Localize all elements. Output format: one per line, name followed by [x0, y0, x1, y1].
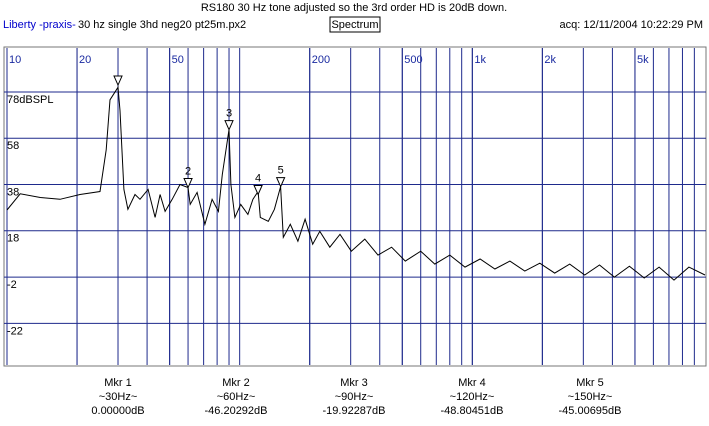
marker-level: -46.20292dB [205, 405, 268, 417]
marker-name: Mkr 4 [458, 377, 486, 389]
marker-tag: 3 [226, 108, 232, 120]
acquired: acq: 12/11/2004 10:22:29 PM [559, 19, 703, 31]
mode-button[interactable] [329, 16, 381, 33]
marker-tag: 5 [278, 165, 284, 177]
y-tick-label: -22 [7, 325, 23, 337]
spectrum-trace [6, 85, 706, 281]
marker-level: -48.80451dB [441, 405, 504, 417]
marker-triangle [253, 184, 263, 196]
x-tick-label: 200 [312, 54, 330, 66]
marker-name: Mkr 1 [104, 377, 132, 389]
marker-name: Mkr 3 [340, 377, 368, 389]
y-tick-label: 38 [7, 186, 19, 198]
x-tick-label: 20 [79, 54, 91, 66]
marker-triangle [113, 75, 123, 87]
marker-frequency: ~90Hz~ [335, 391, 374, 403]
marker-level: -45.00695dB [559, 405, 622, 417]
plot-frame [3, 46, 707, 367]
mode-label[interactable]: Spectrum [331, 19, 378, 31]
y-tick-label: 58 [7, 140, 19, 152]
y-tick-label: -2 [7, 279, 17, 291]
marker-frequency: ~150Hz~ [568, 391, 613, 403]
marker-tag: 4 [255, 172, 261, 184]
x-tick-label: 2k [544, 54, 556, 66]
x-tick-label: 10 [9, 54, 21, 66]
marker-tag: 2 [185, 165, 191, 177]
marker-triangle [275, 177, 286, 188]
marker-name: Mkr 2 [222, 377, 250, 389]
marker-triangle [224, 120, 234, 131]
y-tick-label: 78dBSPL [7, 94, 53, 106]
marker-frequency: ~60Hz~ [217, 391, 256, 403]
x-tick-label: 1k [474, 54, 486, 66]
x-tick-label: 5k [637, 54, 649, 66]
marker-level: -19.92287dB [323, 405, 386, 417]
marker-level: 0.00000dB [91, 405, 144, 417]
marker-name: Mkr 5 [576, 377, 604, 389]
title: RS180 30 Hz tone adjusted so the 3rd ord… [201, 2, 507, 14]
brand: Liberty -praxis- [3, 19, 76, 31]
file-name: 30 hz single 3hd neg20 pt25m.px2 [78, 19, 246, 31]
marker-triangle [183, 178, 193, 189]
x-tick-label: 500 [404, 54, 422, 66]
marker-frequency: ~30Hz~ [99, 391, 138, 403]
marker-frequency: ~120Hz~ [450, 391, 495, 403]
x-tick-label: 50 [172, 54, 184, 66]
y-tick-label: 18 [7, 233, 19, 245]
